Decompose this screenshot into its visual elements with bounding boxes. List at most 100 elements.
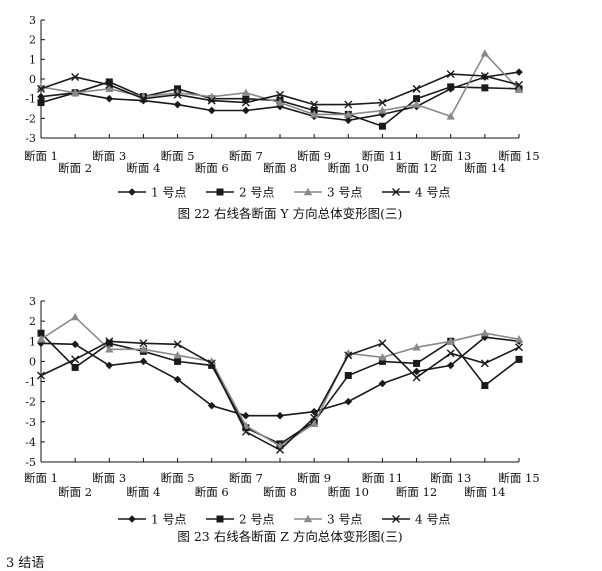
legend-marker-4: [392, 188, 400, 196]
data-point-1: [207, 401, 216, 410]
x-tick-label: 断面 10: [328, 161, 369, 175]
data-point-4: [480, 359, 489, 368]
data-point-2: [37, 329, 45, 337]
data-point-2: [515, 355, 523, 363]
data-point-4: [412, 84, 421, 93]
data-point-4: [344, 351, 353, 360]
data-point-1: [105, 361, 114, 370]
data-point-3: [70, 88, 80, 96]
data-point-1: [242, 411, 250, 420]
data-point-1: [37, 92, 45, 101]
legend-label-2: 2 号点: [239, 186, 274, 200]
data-point-4: [378, 98, 387, 107]
data-point-4: [207, 359, 216, 368]
data-point-4: [37, 84, 45, 93]
data-point-1: [139, 357, 148, 366]
data-point-1: [481, 333, 489, 342]
x-tick-label: 断面 4: [126, 485, 160, 499]
footer-fragment: 3 结语: [6, 556, 45, 571]
data-point-3: [309, 419, 319, 427]
legend-label-3: 3 号点: [327, 513, 362, 527]
data-point-3: [105, 84, 114, 93]
data-point-1: [139, 96, 148, 105]
data-point-4: [37, 371, 45, 380]
y-tick-label: -4: [25, 436, 36, 449]
x-tick-label: 断面 2: [58, 161, 92, 175]
data-point-3: [36, 335, 46, 343]
legend-marker-2: [216, 515, 224, 523]
y-tick-label: -3: [25, 416, 36, 429]
data-point-2: [105, 78, 113, 86]
data-point-1: [173, 100, 182, 109]
data-point-3: [139, 345, 148, 353]
data-point-1: [37, 339, 45, 348]
legend-marker-3: [303, 187, 313, 196]
y-tick-label: -5: [25, 456, 36, 469]
x-tick-label: 断面 2: [58, 485, 92, 499]
data-point-4: [207, 96, 216, 105]
x-tick-label: 断面 3: [92, 149, 126, 163]
x-tick-label: 断面 14: [464, 161, 505, 175]
x-tick-label: 断面 11: [362, 471, 403, 485]
x-tick-label: 断面 8: [263, 485, 297, 499]
legend-label-1: 1 号点: [151, 186, 186, 200]
data-point-4: [515, 80, 523, 89]
data-point-4: [446, 70, 455, 79]
data-point-4: [515, 343, 523, 352]
y-tick-label: 0: [29, 355, 36, 368]
data-point-3: [480, 49, 490, 57]
data-point-2: [413, 359, 421, 367]
data-point-2: [413, 95, 421, 103]
x-tick-label: 断面 6: [195, 161, 229, 175]
data-point-4: [241, 427, 250, 436]
chart-caption: 图 22 右线各断面 Y 方向总体变形图(三): [178, 206, 403, 221]
x-tick-label: 断面 11: [362, 149, 403, 163]
y-tick-label: 1: [29, 53, 36, 66]
legend-label-4: 4 号点: [415, 513, 450, 527]
data-point-3: [70, 312, 80, 321]
data-point-4: [139, 94, 148, 103]
y-tick-label: -1: [25, 93, 36, 106]
data-point-3: [480, 329, 490, 337]
data-point-3: [378, 353, 387, 361]
x-tick-label: 断面 15: [498, 471, 539, 485]
x-tick-label: 断面 12: [396, 485, 437, 499]
data-point-3: [173, 351, 182, 359]
legend-marker-2: [216, 188, 224, 196]
y-tick-label: 3: [29, 14, 36, 27]
x-tick-label: 断面 9: [297, 149, 331, 163]
x-tick-label: 断面 9: [297, 471, 331, 485]
y-tick-label: 2: [29, 34, 36, 47]
data-point-1: [515, 68, 523, 76]
data-point-2: [378, 357, 386, 365]
data-point-4: [378, 339, 387, 348]
y-tick-label: -1: [25, 376, 36, 389]
x-tick-label: 断面 5: [161, 149, 195, 163]
x-tick-label: 断面 15: [498, 149, 539, 163]
data-point-3: [309, 110, 319, 118]
data-point-4: [310, 413, 319, 422]
legend-label-1: 1 号点: [151, 513, 186, 527]
y-tick-label: 2: [29, 315, 36, 328]
data-point-1: [207, 106, 216, 115]
y-tick-label: -2: [25, 396, 36, 409]
data-point-4: [105, 337, 114, 346]
data-point-4: [241, 98, 250, 107]
data-point-3: [275, 98, 285, 106]
data-point-1: [412, 367, 421, 376]
data-point-4: [173, 340, 182, 349]
data-point-3: [378, 106, 387, 114]
legend-marker-1: [128, 515, 136, 523]
data-point-4: [344, 100, 353, 109]
data-point-1: [310, 407, 318, 416]
data-point-1: [71, 340, 79, 349]
data-point-3: [412, 100, 421, 108]
data-point-3: [105, 345, 114, 353]
data-point-1: [378, 379, 387, 388]
x-tick-label: 断面 13: [430, 149, 471, 163]
data-point-2: [174, 357, 182, 365]
x-tick-label: 断面 3: [92, 471, 126, 485]
data-point-4: [173, 90, 182, 99]
